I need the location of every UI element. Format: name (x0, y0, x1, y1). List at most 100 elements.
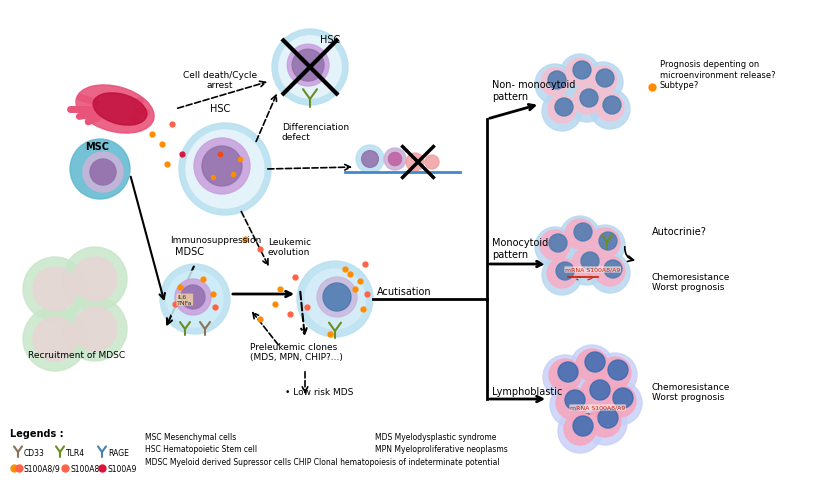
Circle shape (604, 385, 636, 417)
Circle shape (546, 259, 577, 289)
Circle shape (70, 140, 130, 199)
Circle shape (383, 149, 405, 171)
Circle shape (595, 70, 613, 88)
Text: Chemoresistance
Worst prognosis: Chemoresistance Worst prognosis (651, 382, 730, 401)
Circle shape (575, 349, 607, 381)
Circle shape (287, 45, 328, 87)
Circle shape (557, 362, 577, 382)
Circle shape (174, 280, 210, 315)
Circle shape (557, 409, 601, 453)
Circle shape (90, 160, 115, 186)
Circle shape (296, 262, 373, 337)
Circle shape (582, 63, 622, 103)
Circle shape (604, 261, 622, 279)
Circle shape (584, 225, 624, 266)
Circle shape (540, 230, 569, 261)
Circle shape (33, 317, 77, 361)
Circle shape (63, 247, 127, 312)
Circle shape (595, 257, 624, 287)
Circle shape (278, 37, 341, 99)
Circle shape (574, 373, 618, 417)
Text: mRNA S100A8/A9: mRNA S100A8/A9 (564, 268, 620, 273)
Circle shape (573, 223, 591, 241)
Circle shape (564, 219, 595, 249)
Circle shape (590, 90, 629, 130)
Circle shape (541, 256, 581, 296)
Text: S100A8/9: S100A8/9 (24, 464, 61, 473)
Circle shape (541, 69, 568, 97)
Circle shape (572, 62, 590, 80)
Circle shape (581, 377, 613, 409)
Text: S100A8: S100A8 (71, 464, 100, 473)
Ellipse shape (76, 86, 154, 134)
Circle shape (554, 99, 572, 117)
Circle shape (534, 65, 574, 105)
Circle shape (405, 154, 423, 172)
Circle shape (555, 263, 573, 281)
Circle shape (572, 416, 592, 436)
Circle shape (179, 124, 270, 215)
Circle shape (547, 72, 565, 90)
Text: IL6
TNFa: IL6 TNFa (177, 295, 192, 306)
Text: Immunosuppression: Immunosuppression (170, 235, 261, 244)
Circle shape (555, 387, 587, 419)
Circle shape (597, 381, 641, 425)
Text: TLR4: TLR4 (66, 448, 85, 457)
Text: S100A9: S100A9 (108, 464, 138, 473)
Circle shape (550, 383, 593, 427)
Circle shape (588, 405, 620, 437)
Circle shape (167, 272, 223, 327)
Circle shape (534, 227, 574, 268)
Circle shape (549, 359, 581, 391)
Circle shape (613, 388, 632, 408)
Circle shape (595, 94, 623, 122)
Circle shape (581, 253, 598, 271)
Circle shape (590, 380, 609, 400)
Circle shape (598, 357, 631, 389)
Circle shape (424, 156, 438, 170)
Circle shape (542, 355, 586, 399)
Circle shape (582, 401, 627, 445)
Ellipse shape (93, 94, 147, 126)
Text: MSC: MSC (85, 142, 109, 152)
Text: MSC Mesenchymal cells: MSC Mesenchymal cells (145, 432, 236, 441)
Text: Acutisation: Acutisation (377, 287, 431, 297)
Circle shape (323, 284, 351, 312)
Text: • Low risk MDS: • Low risk MDS (285, 387, 353, 396)
Text: MPN Myeloproliferative neoplasms: MPN Myeloproliferative neoplasms (374, 444, 507, 453)
Text: Monocytoid
pattern: Monocytoid pattern (491, 238, 548, 260)
Circle shape (559, 216, 600, 257)
Text: Preleukemic clones
(MDS, MPN, CHIP?...): Preleukemic clones (MDS, MPN, CHIP?...) (250, 342, 342, 361)
Circle shape (579, 90, 597, 108)
Text: MDSC: MDSC (174, 246, 204, 257)
Text: Differenciation
defect: Differenciation defect (282, 122, 349, 142)
Circle shape (564, 390, 584, 410)
Circle shape (592, 353, 636, 397)
Circle shape (292, 50, 324, 82)
Text: Non- monocytoid
pattern: Non- monocytoid pattern (491, 80, 575, 102)
Circle shape (355, 146, 383, 174)
Circle shape (563, 413, 595, 445)
Circle shape (272, 30, 347, 106)
Circle shape (572, 87, 600, 115)
Circle shape (588, 67, 616, 95)
Circle shape (194, 139, 250, 194)
Circle shape (181, 286, 205, 310)
Circle shape (549, 234, 566, 253)
Circle shape (186, 131, 264, 208)
Circle shape (361, 151, 378, 168)
Circle shape (572, 248, 601, 279)
Circle shape (597, 408, 618, 428)
Text: HSC Hematopoietic Stem cell: HSC Hematopoietic Stem cell (145, 444, 257, 453)
Circle shape (566, 245, 606, 286)
Circle shape (547, 96, 575, 124)
Text: Legends :: Legends : (10, 428, 64, 438)
Circle shape (607, 360, 627, 380)
Circle shape (73, 258, 117, 302)
Circle shape (590, 228, 619, 259)
Text: Recruitment of MDSC: Recruitment of MDSC (28, 350, 125, 359)
Circle shape (305, 270, 364, 329)
Text: Cell death/Cycle
arrest: Cell death/Cycle arrest (183, 71, 256, 90)
Circle shape (584, 352, 604, 372)
Circle shape (23, 258, 87, 321)
